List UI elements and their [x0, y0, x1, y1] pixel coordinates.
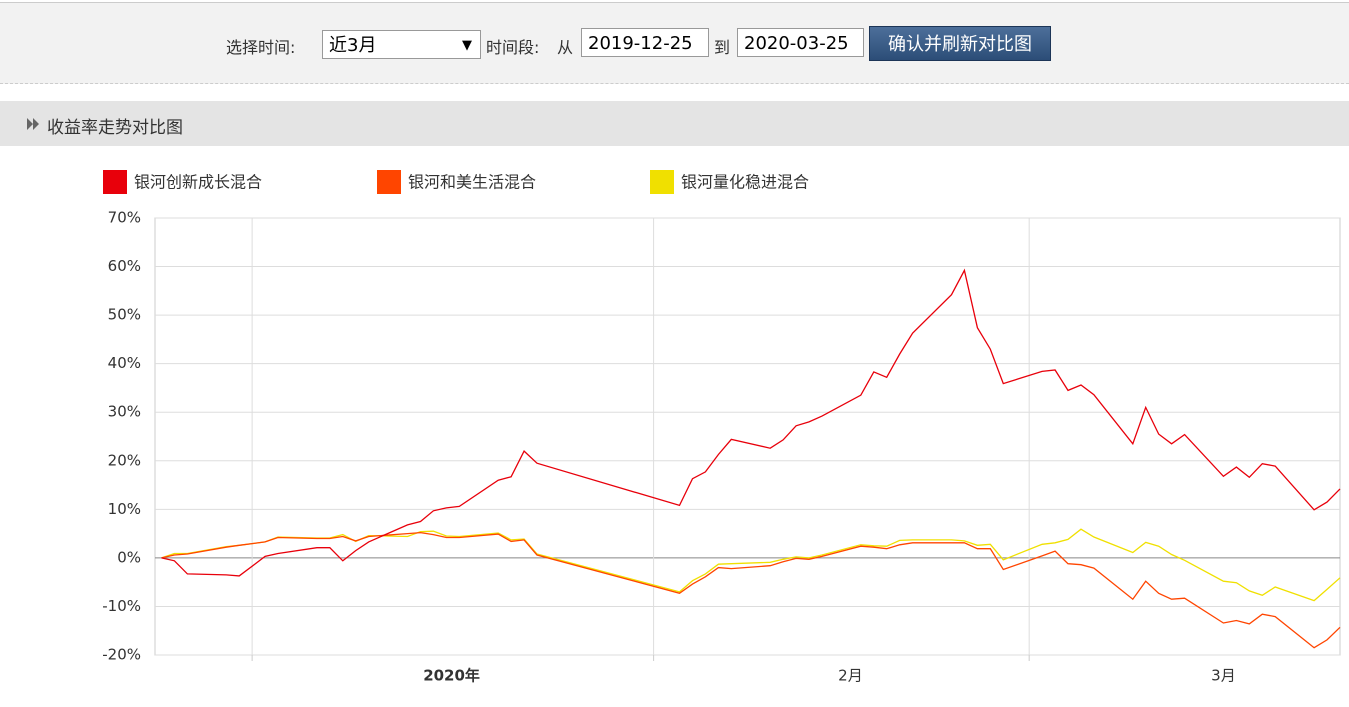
refresh-button[interactable]: 确认并刷新对比图: [869, 26, 1051, 61]
legend-swatch: [103, 170, 127, 194]
x-tick-label: 2月: [838, 667, 863, 685]
y-tick-label: 50%: [108, 306, 141, 324]
y-tick-label: 30%: [108, 403, 141, 421]
y-tick-label: 20%: [108, 451, 141, 469]
legend-swatch: [650, 170, 674, 194]
y-tick-label: -20%: [102, 646, 141, 664]
series-line: [161, 531, 1341, 649]
y-tick-label: 60%: [108, 257, 141, 275]
period-label: 时间段:: [486, 38, 540, 57]
series-line: [161, 528, 1341, 602]
y-tick-label: 40%: [108, 354, 141, 372]
from-label: 从: [557, 38, 574, 57]
legend-swatch: [377, 170, 401, 194]
x-tick-label: 2020年: [423, 667, 480, 685]
y-tick-label: 10%: [108, 500, 141, 518]
section-title: 收益率走势对比图: [47, 118, 183, 138]
to-label: 到: [714, 38, 731, 57]
y-tick-label: 70%: [108, 209, 141, 227]
toolbar: 选择时间: 近3月 时间段: 从 2019-12-25 到 2020-03-25…: [0, 2, 1349, 84]
chart: 银河创新成长混合 银河和美生活混合 银河量化稳进混合 -20% -10% 0% 10% 20%…: [102, 170, 1341, 685]
series-line: [161, 268, 1341, 577]
y-tick-label: -10%: [102, 597, 141, 615]
y-tick-label: 0%: [117, 548, 141, 566]
section-header: 收益率走势对比图: [0, 101, 1349, 146]
period-select[interactable]: 近3月: [322, 30, 481, 60]
end-date[interactable]: 2020-03-25: [737, 28, 864, 57]
legend-label: 银河创新成长混合: [134, 173, 262, 192]
time-label: 选择时间:: [226, 38, 296, 57]
start-date[interactable]: 2019-12-25: [581, 28, 709, 57]
section-icon: [27, 118, 39, 130]
x-tick-label: 3月: [1211, 667, 1236, 685]
legend-label: 银河量化稳进混合: [681, 173, 809, 192]
legend-label: 银河和美生活混合: [408, 173, 536, 192]
